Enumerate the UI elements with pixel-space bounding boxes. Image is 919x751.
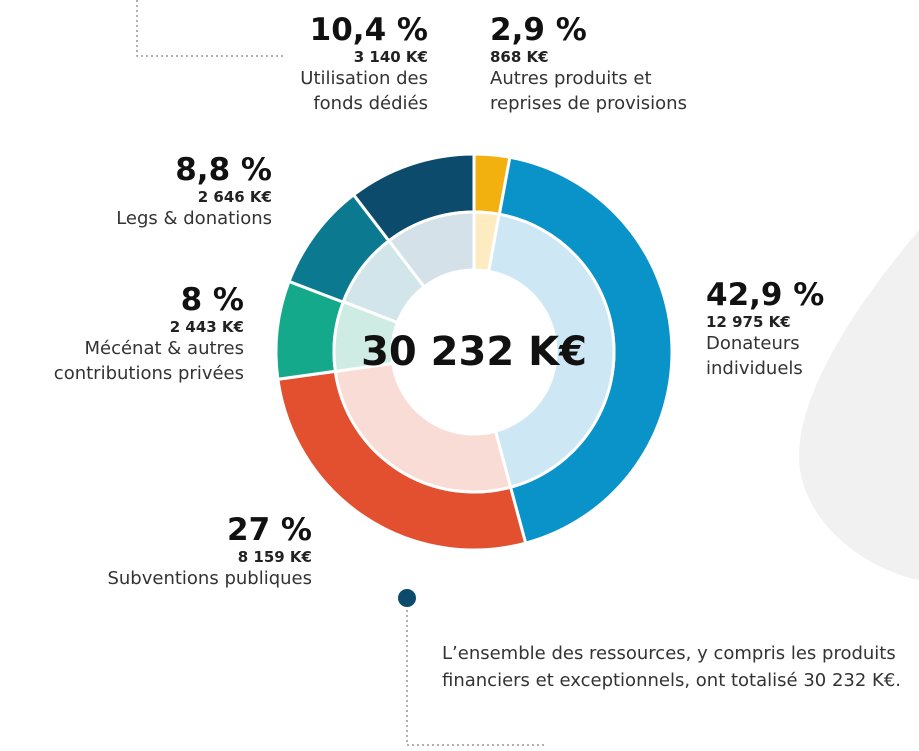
slice-label: 8,8 % 2 646 K€ Legs & donations [0,152,272,231]
connector-dot [398,589,416,607]
amount-label: 868 K€ [490,48,549,66]
amount-label: 2 646 K€ [197,188,272,206]
amount-label: 8 159 K€ [237,548,312,566]
dotted-connector [406,600,546,746]
category-label: Mécénat & autres contributions privées [53,338,244,384]
percent-label: 2,9 % [490,12,587,48]
center-total: 30 232 K€ [361,329,587,375]
category-label: Utilisation des fonds dédiés [300,68,428,114]
inner-segment [486,212,616,489]
slice-label: 42,9 % 12 975 K€ Donateurs individuels [706,277,919,381]
slice-label: 8 % 2 443 K€ Mécénat & autres contribution… [0,282,244,386]
slice-label: 10,4 % 3 140 K€ Utilisation des fonds dédi… [128,12,428,116]
category-label: Legs & donations [116,208,272,229]
category-label: Autres produits et reprises de provision… [490,68,687,114]
note: L’ensemble des ressources, y compris les… [442,643,901,691]
amount-label: 3 140 K€ [353,48,428,66]
category-label: Donateurs individuels [706,333,803,379]
percent-label: 27 % [227,512,312,548]
percent-label: 42,9 % [706,277,825,313]
amount-label: 12 975 K€ [706,313,791,331]
inner-segment [333,361,513,494]
percent-label: 8 % [180,282,244,318]
slice-label: 27 % 8 159 K€ Subventions publiques [12,512,312,591]
slice-label: 2,9 % 868 K€ Autres produits et reprises d… [490,12,790,116]
percent-label: 10,4 % [309,12,428,48]
dotted-connector [136,0,283,57]
background-shape [799,230,919,580]
percent-label: 8,8 % [175,152,272,188]
inner-segment [386,210,476,289]
amount-label: 2 443 K€ [169,318,244,336]
category-label: Subventions publiques [107,568,312,589]
